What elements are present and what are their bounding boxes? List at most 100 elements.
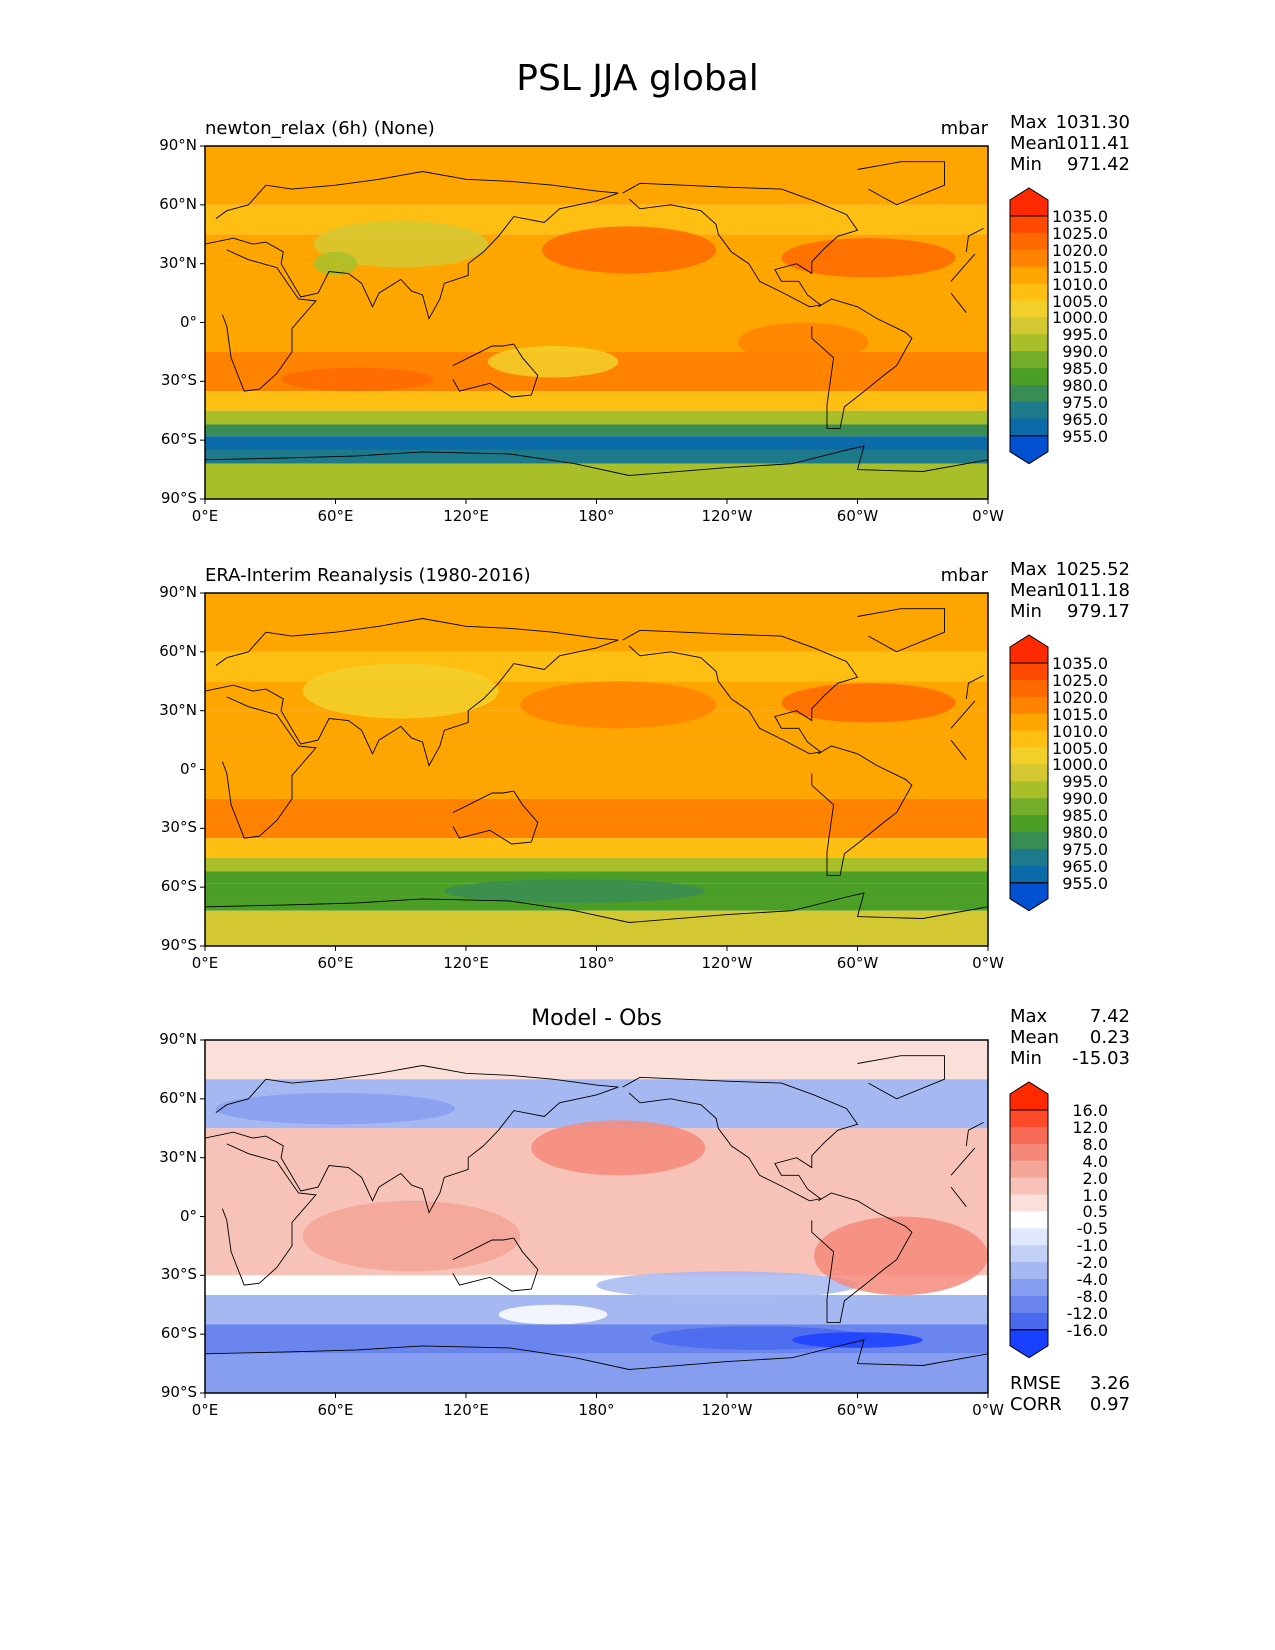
colorbar-segment xyxy=(1010,1312,1048,1331)
colorbar-label: 965.0 xyxy=(1062,856,1108,876)
coastline xyxy=(622,1076,859,1202)
y-tick-label: 30°S xyxy=(160,818,197,837)
field-feature xyxy=(302,663,499,719)
x-tick-label: 0°E xyxy=(191,1401,219,1419)
coastline xyxy=(622,629,859,755)
field-feature xyxy=(215,1092,456,1125)
x-tick-label: 180° xyxy=(578,507,615,525)
colorbar-segment xyxy=(1010,663,1048,681)
colorbar-segment xyxy=(1010,764,1048,782)
colorbar-segment xyxy=(1010,300,1048,318)
panel3-corr-label: CORR xyxy=(1010,1394,1062,1415)
map-panel-2 xyxy=(200,592,989,951)
x-tick-label: 60°E xyxy=(317,1401,354,1419)
field-feature xyxy=(531,1120,706,1176)
coastline xyxy=(221,249,976,392)
x-tick-label: 60°W xyxy=(836,954,879,972)
colorbar-extend-bottom xyxy=(1009,435,1049,465)
y-tick-label: 0° xyxy=(179,1206,197,1225)
colorbar-label: 975.0 xyxy=(1062,839,1108,859)
y-tick-label: 90°S xyxy=(160,489,197,507)
colorbar-segment xyxy=(1010,1194,1048,1212)
field-feature xyxy=(737,322,869,362)
field-feature xyxy=(292,812,423,833)
colorbar-label: 995.0 xyxy=(1062,772,1108,792)
colorbar-label: 1015.0 xyxy=(1052,704,1108,724)
colorbar-segment xyxy=(1010,401,1048,420)
x-tick-label: 120°W xyxy=(701,954,753,972)
panel3-max-label: Max xyxy=(1010,1006,1048,1027)
panel1-min-value: 971.42 xyxy=(1067,154,1130,175)
field-feature xyxy=(281,367,434,392)
colorbar-label: 975.0 xyxy=(1062,392,1108,412)
coastline xyxy=(811,745,913,876)
y-tick-label: 90°N xyxy=(159,1030,197,1048)
panel3-mean-value: 0.23 xyxy=(1089,1027,1130,1048)
colorbar-label: -0.5 xyxy=(1076,1219,1108,1239)
y-tick-label: 30°N xyxy=(159,700,197,719)
colorbar-segment xyxy=(1010,418,1048,437)
colorbar-2 xyxy=(1009,634,1049,912)
colorbar-label: 955.0 xyxy=(1062,873,1108,893)
colorbar-segment xyxy=(1010,351,1048,369)
colorbar-segment xyxy=(1010,1211,1048,1229)
field-band xyxy=(205,1353,988,1393)
y-tick-label: 30°S xyxy=(160,1265,197,1284)
panel2-min-value: 979.17 xyxy=(1067,601,1130,622)
field-band xyxy=(205,436,988,450)
panel3-rmse-value: 3.26 xyxy=(1089,1373,1130,1394)
colorbar-label: -1.0 xyxy=(1076,1236,1108,1256)
y-tick-label: 90°S xyxy=(160,936,197,954)
colorbar-label: 1020.0 xyxy=(1052,240,1108,260)
panel1-min-label: Min xyxy=(1010,154,1042,175)
colorbar-3 xyxy=(1009,1081,1049,1359)
y-tick-label: 60°N xyxy=(159,194,197,213)
field-feature xyxy=(694,365,804,386)
colorbar-segment xyxy=(1010,848,1048,867)
colorbar-segment xyxy=(1010,1143,1048,1162)
field-feature xyxy=(313,220,488,268)
colorbar-extend-top xyxy=(1009,1081,1049,1111)
coastline xyxy=(204,892,989,923)
coastline xyxy=(204,171,984,320)
x-tick-label: 0°E xyxy=(191,507,219,525)
field-feature xyxy=(542,226,717,274)
coastline xyxy=(204,1339,989,1370)
panel3-rmse-label: RMSE xyxy=(1010,1373,1061,1394)
colorbar-segment xyxy=(1010,1160,1048,1179)
colorbar-label: 1.0 xyxy=(1082,1185,1108,1205)
coastline xyxy=(622,182,859,308)
y-tick-label: 30°S xyxy=(160,371,197,390)
field-feature xyxy=(487,346,619,378)
colorbar-segment xyxy=(1010,1228,1048,1246)
field-band xyxy=(205,1040,988,1080)
field-feature xyxy=(814,1216,988,1295)
field-band xyxy=(205,463,988,499)
y-tick-label: 30°N xyxy=(159,1147,197,1166)
colorbar-label: -8.0 xyxy=(1076,1286,1108,1306)
panel1-units: mbar xyxy=(940,118,988,139)
field-band xyxy=(205,146,988,205)
field-feature xyxy=(700,812,797,833)
colorbar-segment xyxy=(1010,334,1048,352)
field-feature xyxy=(781,683,956,723)
colorbar-label: 985.0 xyxy=(1062,359,1108,379)
coastline xyxy=(857,161,945,206)
colorbar-label: -12.0 xyxy=(1066,1303,1108,1323)
colorbar-1 xyxy=(1009,187,1049,465)
map-panel-1 xyxy=(200,145,989,504)
colorbar-label: 16.0 xyxy=(1072,1101,1108,1120)
colorbar-label: 0.5 xyxy=(1082,1202,1108,1222)
x-tick-label: 60°E xyxy=(317,954,354,972)
y-tick-label: 0° xyxy=(179,312,197,331)
x-tick-label: 60°E xyxy=(317,507,354,525)
colorbar-extend-top xyxy=(1009,187,1049,217)
panel2-mean-value: 1011.18 xyxy=(1055,580,1130,601)
colorbar-label: 1000.0 xyxy=(1052,308,1108,328)
colorbar-segment xyxy=(1010,815,1048,833)
colorbar-segment xyxy=(1010,1279,1048,1297)
field-band xyxy=(205,798,988,819)
colorbar-label: 1000.0 xyxy=(1052,755,1108,775)
coastline xyxy=(221,696,976,839)
colorbar-label: 1025.0 xyxy=(1052,223,1108,243)
